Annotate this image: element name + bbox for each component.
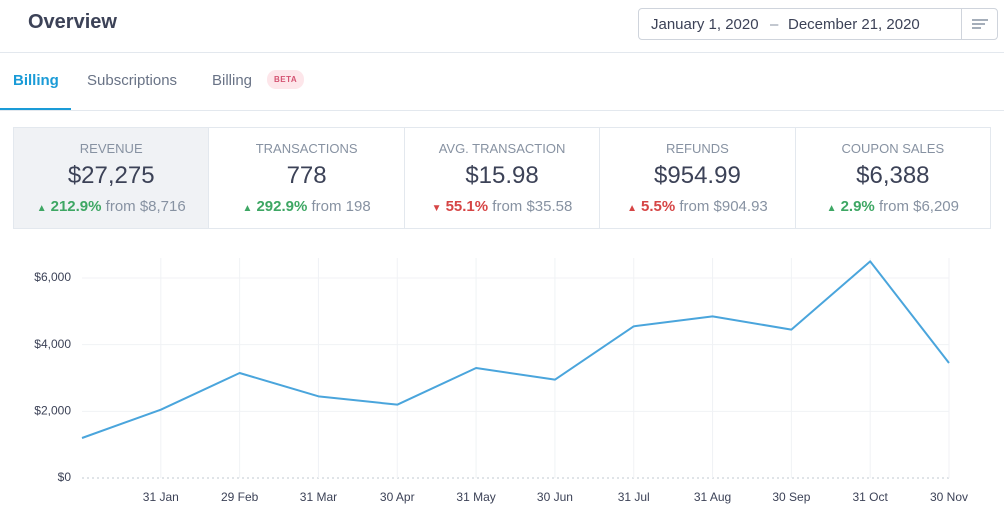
tab[interactable]: Subscriptions xyxy=(87,72,178,89)
line-series xyxy=(81,260,950,439)
x-tick-label: 30 Sep xyxy=(772,490,810,504)
stat-card[interactable]: TRANSACTIONS 778 ▲ 292.9% from 198 xyxy=(208,128,403,228)
menu-button[interactable] xyxy=(961,9,998,39)
y-tick-label: $4,000 xyxy=(34,337,71,351)
stat-card[interactable]: AVG. TRANSACTION $15.98 ▼ 55.1% from $35.58 xyxy=(403,128,599,228)
change-from: from $904.93 xyxy=(679,198,768,215)
x-tick-label: 30 Jun xyxy=(537,490,573,504)
x-tick-label: 30 Nov xyxy=(930,490,968,504)
stat-card[interactable]: REFUNDS $954.99 ▲ 5.5% from $904.93 xyxy=(599,128,794,228)
stat-label: AVG. TRANSACTION xyxy=(438,141,566,156)
change-from: from $8,716 xyxy=(105,198,186,215)
stat-label: REFUNDS xyxy=(666,141,729,156)
stat-label: COUPON SALES xyxy=(841,141,945,156)
x-tick-label: 30 Apr xyxy=(380,490,415,504)
change-from: from $35.58 xyxy=(492,198,573,215)
date-range-picker[interactable]: January 1, 2020 – December 21, 2020 xyxy=(638,8,998,40)
tab-divider xyxy=(0,110,1004,111)
active-tab-indicator xyxy=(0,108,71,110)
stats-panel: REVENUE $27,275 ▲ 212.9% from $8,716 TRANSAC… xyxy=(13,127,991,229)
menu-icon xyxy=(972,19,988,29)
y-tick-label: $6,000 xyxy=(34,270,71,284)
stat-card[interactable]: COUPON SALES $6,388 ▲ 2.9% from $6,209 xyxy=(794,128,990,228)
x-tick-label: 31 Oct xyxy=(853,490,889,504)
x-tick-label: 31 Jul xyxy=(618,490,650,504)
stat-value: $27,275 xyxy=(67,162,155,189)
tab[interactable]: Billing xyxy=(13,72,59,89)
change-percent: 292.9% xyxy=(256,198,308,215)
header-divider xyxy=(0,52,1004,53)
page-title: Overview xyxy=(28,11,117,33)
tab[interactable]: Billing xyxy=(212,72,253,89)
stat-change: ▲ 5.5% from $904.93 xyxy=(600,198,794,215)
y-tick-label: $0 xyxy=(58,470,72,484)
stat-value: $15.98 xyxy=(465,162,539,189)
x-tick-label: 31 Jan xyxy=(143,490,179,504)
change-percent: 2.9% xyxy=(840,198,875,215)
change-percent: 5.5% xyxy=(640,198,676,215)
x-tick-label: 31 Aug xyxy=(694,490,731,504)
trend-arrow: ▲ xyxy=(242,203,253,214)
x-tick-label: 31 Mar xyxy=(300,490,337,504)
stat-change: ▲ 292.9% from 198 xyxy=(209,198,403,215)
stat-value: $6,388 xyxy=(856,162,930,189)
trend-arrow: ▲ xyxy=(826,203,837,214)
change-percent: 212.9% xyxy=(50,198,102,215)
date-separator: – xyxy=(770,16,779,33)
tab-badge: BETA xyxy=(267,70,305,89)
trend-arrow: ▲ xyxy=(36,203,47,214)
change-percent: 55.1% xyxy=(445,198,489,215)
x-tick-label: 31 May xyxy=(456,490,495,504)
x-tick-label: 29 Feb xyxy=(221,490,259,504)
stat-label: REVENUE xyxy=(79,141,143,156)
date-start: January 1, 2020 xyxy=(651,16,759,33)
stat-value: $954.99 xyxy=(654,162,741,189)
change-from: from $6,209 xyxy=(878,198,959,215)
date-end: December 21, 2020 xyxy=(788,16,920,33)
stat-change: ▲ 212.9% from $8,716 xyxy=(14,198,208,215)
stat-change: ▲ 2.9% from $6,209 xyxy=(796,198,990,215)
y-tick-label: $2,000 xyxy=(34,404,71,418)
stat-value: 778 xyxy=(286,162,327,189)
stat-label: TRANSACTIONS xyxy=(255,141,358,156)
trend-arrow: ▼ xyxy=(431,203,442,214)
trend-arrow: ▲ xyxy=(627,203,637,214)
stat-card[interactable]: REVENUE $27,275 ▲ 212.9% from $8,716 xyxy=(14,128,209,228)
chart: $0 $2,000 $4,000 $6,000 31 Jan 29 Feb 31 Mar 30… xyxy=(34,258,968,504)
change-from: from 198 xyxy=(311,198,371,215)
stat-change: ▼ 55.1% from $35.58 xyxy=(405,198,599,215)
